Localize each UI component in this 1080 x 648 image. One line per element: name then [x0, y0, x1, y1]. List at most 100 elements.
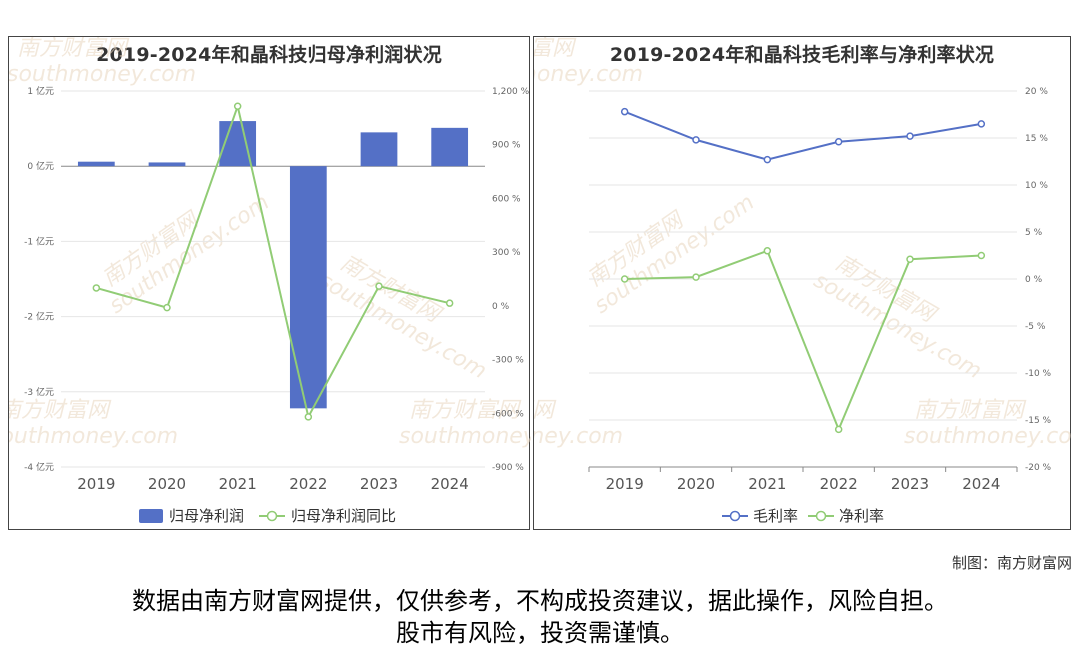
data-point	[620, 107, 629, 116]
data-point	[304, 413, 313, 421]
data-point	[977, 120, 986, 128]
data-point	[163, 303, 171, 312]
y-right-tick-label: 20 %	[1025, 87, 1048, 97]
series-line-net-margin	[624, 249, 982, 433]
y-right-tick-label: -20 %	[1025, 463, 1052, 473]
watermark-en: southmoney.com	[904, 424, 1072, 449]
watermark-cn: 南方财富网	[409, 398, 522, 423]
y-left-tick-label: -3 亿元	[24, 386, 54, 398]
y-left-tick-label: -1 亿元	[24, 235, 54, 247]
data-point	[906, 132, 914, 140]
y-left-tick-label: 1 亿元	[27, 85, 54, 97]
bar	[77, 161, 115, 167]
x-tick-label: 2024	[431, 475, 469, 493]
right-chart-svg: 南方财富网southmoney.com南方财富网southmoney.com南方…	[534, 37, 1072, 525]
watermark-en: southmoney.com	[399, 424, 531, 449]
watermark-cn: 南方财富网	[17, 37, 130, 61]
y-right-tick-label: 1,200 %	[492, 87, 530, 97]
x-tick-label: 2019	[606, 475, 644, 493]
bar	[289, 166, 327, 409]
x-tick-label: 2024	[962, 475, 1000, 493]
watermark-en: southmoney.com	[9, 424, 178, 449]
data-point	[834, 425, 843, 434]
y-right-tick-label: -15 %	[1025, 416, 1052, 426]
legend-label: 净利率	[839, 507, 884, 525]
x-tick-label: 2021	[219, 475, 257, 493]
y-right-tick-label: 600 %	[492, 194, 521, 204]
watermark-cn: 南方财富网	[9, 398, 112, 423]
bar	[360, 132, 398, 167]
y-right-tick-label: -600 %	[492, 409, 524, 419]
chart-credit: 制图：南方财富网	[951, 554, 1072, 572]
data-point	[763, 247, 772, 255]
data-point	[692, 136, 700, 144]
watermark-en: southmoney.com	[534, 424, 623, 449]
legend-swatch-marker	[266, 510, 278, 522]
y-right-tick-label: -900 %	[492, 463, 524, 473]
x-tick-label: 2022	[820, 475, 858, 493]
y-left-tick-label: 0 亿元	[27, 160, 54, 172]
data-point	[92, 284, 101, 292]
watermark-cn: 南方财富网	[914, 398, 1027, 423]
left-chart-title: 2019-2024年和晶科技归母净利润状况	[96, 44, 442, 66]
y-right-tick-label: -10 %	[1025, 369, 1052, 379]
y-right-tick-label: 5 %	[1025, 228, 1043, 238]
x-tick-label: 2021	[748, 475, 786, 493]
legend-label: 归母净利润同比	[291, 507, 396, 525]
y-left-tick-label: -4 亿元	[24, 461, 54, 473]
data-point	[977, 251, 986, 260]
y-right-tick-label: 0 %	[492, 302, 510, 312]
watermark-en: southmoney.com	[9, 62, 196, 87]
y-right-tick-label: -5 %	[1025, 322, 1046, 332]
watermark-cn: 南方财富网	[534, 37, 577, 61]
y-right-tick-label: -300 %	[492, 356, 524, 366]
right-chart-panel: 2019-2024年和晶科技毛利率与净利率状况 南方财富网southmoney.…	[533, 36, 1072, 530]
data-point	[763, 155, 772, 164]
y-right-tick-label: 300 %	[492, 248, 521, 258]
x-tick-label: 2023	[360, 475, 398, 493]
data-point	[445, 299, 454, 307]
data-point	[620, 275, 629, 283]
data-point	[834, 138, 843, 146]
right-chart-title: 2019-2024年和晶科技毛利率与净利率状况	[609, 44, 995, 66]
legend-swatch-bar	[139, 509, 163, 523]
disclaimer-line-1: 数据由南方财富网提供，仅供参考，不构成投资建议，据此操作，风险自担。	[132, 587, 948, 615]
x-tick-label: 2020	[677, 475, 715, 493]
watermark-cn: 南方财富网	[534, 398, 557, 423]
bar	[431, 127, 469, 167]
series-line-gross-margin	[624, 110, 982, 161]
legend-label: 毛利率	[753, 507, 798, 525]
y-right-tick-label: 15 %	[1025, 134, 1048, 144]
data-point	[233, 102, 242, 110]
y-right-tick-label: 10 %	[1025, 181, 1048, 191]
series-line-yoy	[96, 102, 450, 420]
bar	[148, 162, 186, 167]
x-tick-label: 2019	[77, 475, 115, 493]
left-chart-panel: 2019-2024年和晶科技归母净利润状况 南方财富网 southmoney.co…	[8, 36, 531, 530]
disclaimer-line-2: 股市有风险，投资需谨慎。	[396, 619, 684, 647]
watermark-en: southmoney.com	[534, 62, 643, 87]
y-right-tick-label: 0 %	[1025, 275, 1043, 285]
data-point	[906, 255, 914, 264]
data-point	[375, 282, 383, 290]
y-right-tick-label: 900 %	[492, 141, 521, 151]
legend-swatch-marker	[729, 510, 741, 522]
x-tick-label: 2020	[148, 475, 186, 493]
data-point	[692, 273, 700, 281]
y-left-tick-label: -2 亿元	[24, 311, 54, 323]
x-tick-label: 2022	[289, 475, 327, 493]
x-tick-label: 2023	[891, 475, 929, 493]
legend-label: 归母净利润	[169, 507, 244, 525]
legend-swatch-marker	[815, 510, 827, 522]
